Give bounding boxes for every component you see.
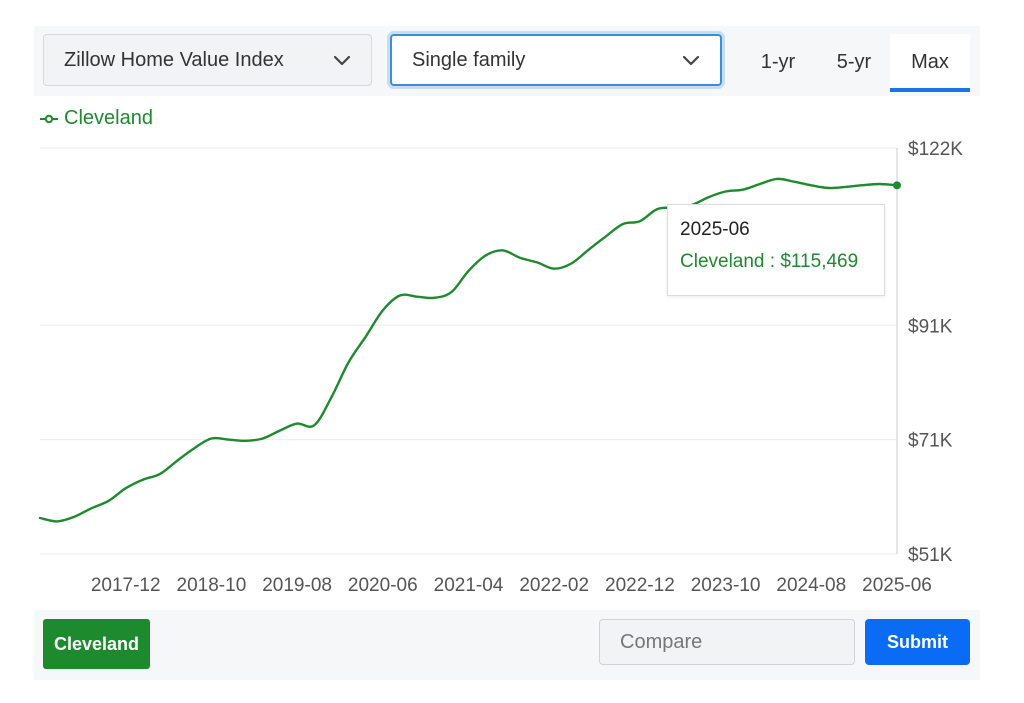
x-tick-label: 2017-12 <box>91 575 161 596</box>
series-line-cleveland <box>38 177 899 523</box>
metric-select-value: Zillow Home Value Index <box>64 48 284 71</box>
y-tick-label: $51K <box>908 545 953 566</box>
chart-legend[interactable]: Cleveland <box>40 107 153 130</box>
x-tick-label: 2025-06 <box>862 575 932 596</box>
tooltip-value: Cleveland : $115,469 <box>680 251 859 272</box>
metric-select[interactable]: Zillow Home Value Index <box>43 34 372 86</box>
chevron-down-icon <box>682 55 700 66</box>
legend-line-marker-icon <box>40 114 58 123</box>
tooltip: 2025-06 Cleveland : $115,469 <box>667 204 885 296</box>
y-tick-label: $91K <box>908 316 953 337</box>
x-tick-label: 2021-04 <box>434 575 504 596</box>
compare-input[interactable] <box>599 619 855 665</box>
home-type-select[interactable]: Single family <box>390 34 722 86</box>
line-chart: $122K $91K $71K $51K 2017-12 2018-10 2019-08 2… <box>38 139 963 596</box>
data-point-active[interactable] <box>893 181 901 190</box>
x-tick-label: 2024-08 <box>776 575 846 596</box>
range-tab-1yr[interactable]: 1-yr <box>760 51 796 73</box>
x-tick-label: 2020-06 <box>348 575 418 596</box>
x-tick-label: 2022-12 <box>605 575 675 596</box>
x-tick-label: 2022-02 <box>519 575 589 596</box>
x-tick-label: 2023-10 <box>691 575 761 596</box>
region-chip-cleveland[interactable]: Cleveland <box>43 619 150 669</box>
chart-controls: Zillow Home Value Index Single family 1-… <box>34 26 980 96</box>
compare-bar: Cleveland Submit <box>34 610 980 680</box>
chevron-down-icon <box>333 55 351 66</box>
y-tick-label: $122K <box>908 139 963 160</box>
tooltip-date: 2025-06 <box>680 219 750 240</box>
x-tick-label: 2019-08 <box>262 575 332 596</box>
y-tick-label: $71K <box>908 431 953 452</box>
home-type-select-value: Single family <box>412 48 526 71</box>
x-tick-label: 2018-10 <box>177 575 247 596</box>
range-tab-max[interactable]: Max <box>890 34 970 92</box>
submit-button[interactable]: Submit <box>865 619 970 665</box>
range-tab-5yr[interactable]: 5-yr <box>836 51 872 73</box>
legend-label: Cleveland <box>64 107 153 129</box>
